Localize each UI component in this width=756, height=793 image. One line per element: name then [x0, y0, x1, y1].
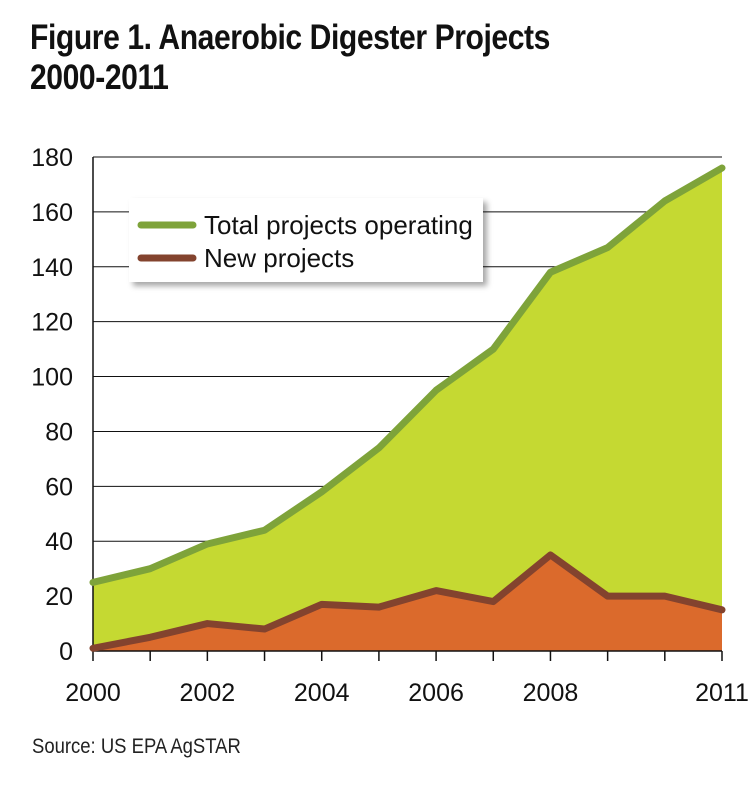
source-note: Source: US EPA AgSTAR [32, 735, 241, 758]
chart-title-line1: Figure 1. Anaerobic Digester Projects [30, 18, 550, 57]
total-projects-line [89, 164, 726, 586]
series-lines [89, 164, 726, 652]
new-projects-area [93, 554, 722, 651]
x-tick-label: 2004 [294, 679, 350, 707]
y-tick-label: 160 [31, 199, 73, 227]
tick-labels: 0 20 40 60 80 100 120 140 160 180 2000 2002 2004 2006… [31, 144, 749, 707]
new-projects-line [89, 551, 726, 652]
x-tick-label: 2008 [523, 679, 579, 707]
x-tick-label: 2011 [695, 679, 749, 707]
x-tick-label: 2000 [65, 679, 121, 707]
y-tick-label: 120 [31, 309, 73, 337]
total-projects-area [93, 167, 722, 651]
x-tick-label: 2002 [180, 679, 236, 707]
legend-box [129, 198, 483, 282]
y-tick-label: 100 [31, 364, 73, 392]
y-tick-label: 140 [31, 254, 73, 282]
legend-label-total: Total projects operating [204, 210, 473, 240]
x-tick-label: 2006 [408, 679, 464, 707]
y-tick-label: 40 [45, 528, 73, 556]
y-tick-label: 80 [45, 418, 73, 446]
legend-label-new: New projects [204, 243, 354, 273]
y-tick-label: 0 [59, 638, 73, 666]
chart-title-line2: 2000-2011 [30, 58, 169, 97]
chart-title: Figure 1. Anaerobic Digester Projects 20… [30, 18, 632, 98]
y-tick-label: 20 [45, 583, 73, 611]
series-areas [93, 167, 722, 651]
axes [92, 157, 723, 661]
chart: 0 20 40 60 80 100 120 140 160 180 2000 2002 2004 2006… [31, 144, 749, 707]
y-tick-label: 60 [45, 473, 73, 501]
y-tick-label: 180 [31, 144, 73, 172]
